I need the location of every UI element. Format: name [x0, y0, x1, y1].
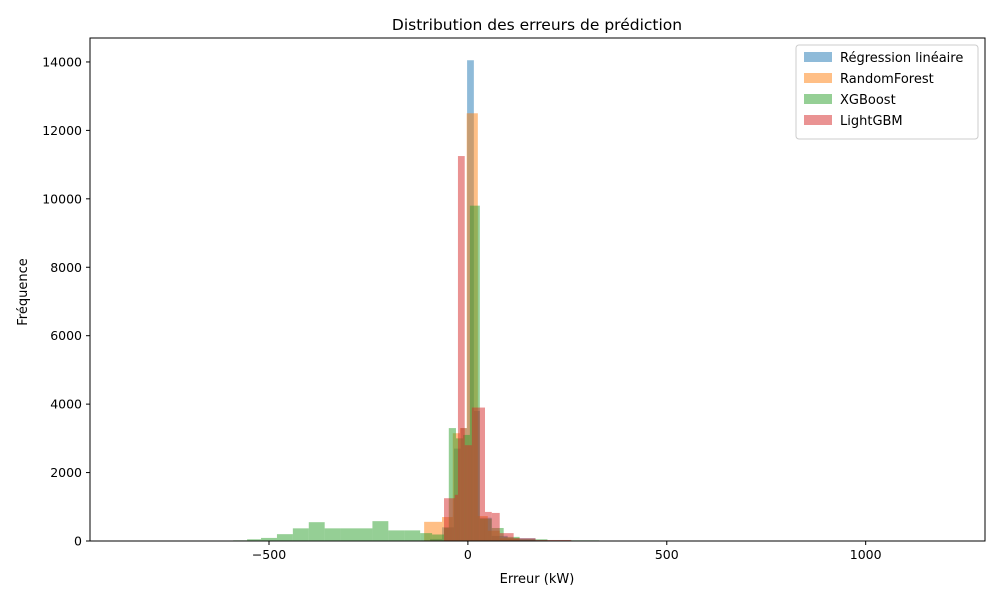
x-tick-label: 500: [655, 547, 679, 562]
legend-label: RandomForest: [840, 72, 934, 87]
histogram-bar: [420, 533, 433, 541]
legend: Régression linéaire RandomForest XGBoost Li…: [795, 44, 979, 140]
histogram-bar: [247, 539, 262, 541]
histogram-bar: [388, 530, 405, 541]
y-tick-label: 10000: [42, 191, 82, 206]
legend-swatch: [804, 52, 832, 62]
y-tick-label: 6000: [50, 328, 82, 343]
legend-swatch: [804, 94, 832, 104]
x-tick-label: 0: [464, 547, 472, 562]
histogram-bar: [469, 205, 480, 541]
legend-label: Régression linéaire: [840, 51, 963, 66]
histogram-bar: [404, 530, 421, 541]
y-tick-label: 0: [74, 534, 82, 549]
histogram-bar: [340, 528, 357, 541]
y-tick-label: 12000: [42, 123, 82, 138]
histogram-bar: [444, 498, 455, 541]
legend-label: XGBoost: [840, 93, 896, 108]
legend-swatch: [804, 73, 832, 83]
histogram-bar: [356, 528, 373, 541]
histogram-bars: [233, 60, 600, 542]
axes-frame: [89, 37, 986, 542]
histogram-bar: [535, 539, 572, 541]
y-tick-label: 14000: [42, 54, 82, 69]
y-axis-ticks: 0 2000 4000 6000 8000 10000 12000 14000: [42, 54, 90, 549]
y-tick-label: 8000: [50, 260, 82, 275]
histogram-bar: [457, 156, 465, 541]
y-axis-label: Fréquence: [16, 258, 31, 325]
histogram-bar: [372, 521, 389, 541]
histogram-bar: [499, 533, 514, 541]
histogram-bar: [324, 528, 341, 541]
x-tick-label: −500: [252, 547, 286, 562]
legend-box: [795, 44, 979, 140]
histogram-bar: [513, 538, 536, 541]
legend-label: LightGBM: [840, 114, 903, 129]
histogram-bar: [432, 534, 445, 541]
x-tick-label: 1000: [850, 547, 882, 562]
histogram-bar: [454, 494, 458, 541]
y-tick-label: 4000: [50, 397, 82, 412]
histogram-bar: [491, 512, 500, 541]
histogram-bar: [292, 528, 309, 541]
histogram-bar: [276, 534, 293, 541]
y-tick-label: 2000: [50, 465, 82, 480]
histogram-bar: [261, 537, 277, 541]
histogram-bar: [464, 445, 472, 541]
histogram-bar: [448, 428, 456, 541]
chart-title: Distribution des erreurs de prédiction: [392, 16, 682, 34]
histogram-bar: [471, 407, 485, 541]
series-3-bars: [444, 156, 572, 541]
histogram-bar: [484, 511, 492, 541]
histogram-bar: [308, 522, 325, 541]
legend-swatch: [804, 115, 832, 125]
x-axis-label: Erreur (kW): [500, 572, 575, 587]
x-axis-ticks: −500 0 500 1000: [252, 541, 882, 562]
